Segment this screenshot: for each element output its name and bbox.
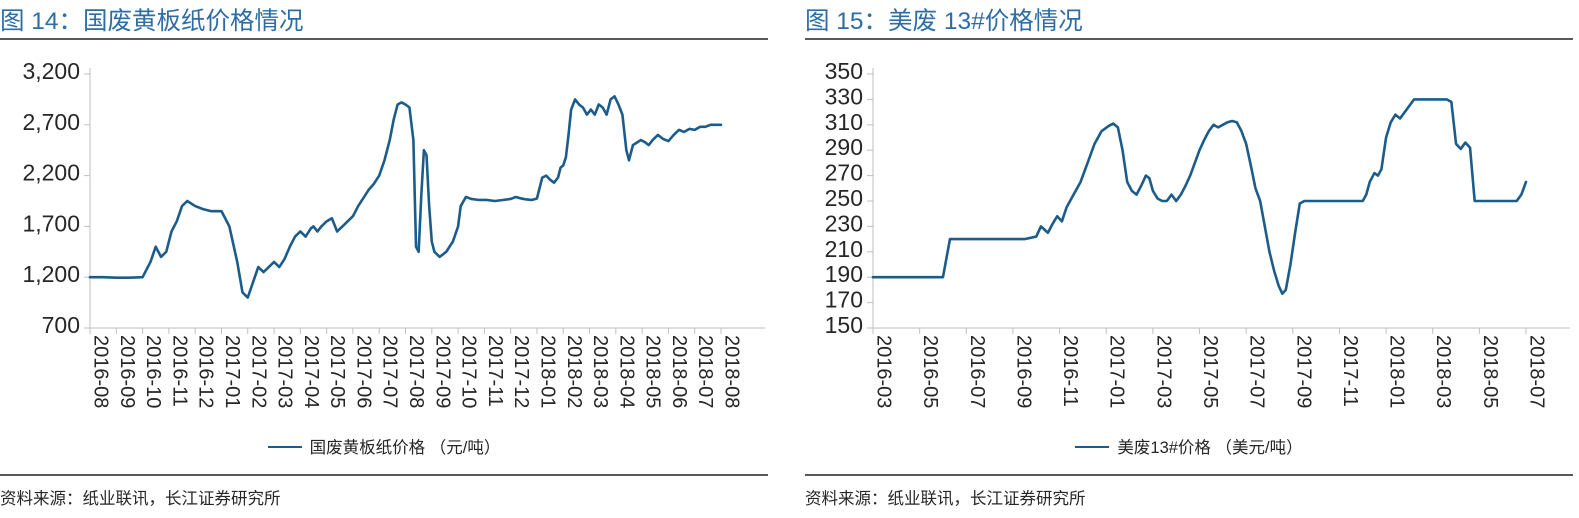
svg-text:2018-03: 2018-03 [1432,335,1454,408]
svg-text:2018-02: 2018-02 [563,335,585,408]
svg-text:210: 210 [825,236,863,262]
svg-text:2017-08: 2017-08 [405,335,427,408]
svg-text:2018-03: 2018-03 [589,335,611,408]
svg-text:2018-01: 2018-01 [1386,335,1408,408]
svg-text:270: 270 [825,160,863,186]
svg-text:190: 190 [825,261,863,287]
svg-text:2017-02: 2017-02 [247,335,269,408]
svg-text:2,700: 2,700 [22,109,80,135]
svg-text:310: 310 [825,109,863,135]
svg-text:2016-11: 2016-11 [168,335,190,407]
svg-text:250: 250 [825,185,863,211]
svg-text:2016-10: 2016-10 [142,335,164,408]
svg-text:350: 350 [825,58,863,84]
svg-text:2017-11: 2017-11 [1339,335,1361,407]
svg-text:330: 330 [825,83,863,109]
svg-text:2016-09: 2016-09 [1012,335,1034,408]
svg-text:2016-11: 2016-11 [1059,335,1081,407]
svg-text:2017-07: 2017-07 [379,335,401,408]
svg-text:2018-05: 2018-05 [642,335,664,408]
svg-text:2018-04: 2018-04 [615,335,637,408]
svg-text:2018-06: 2018-06 [668,335,690,408]
svg-text:2017-07: 2017-07 [1246,335,1268,408]
svg-text:2016-05: 2016-05 [919,335,941,408]
svg-text:2,200: 2,200 [22,160,80,186]
svg-text:290: 290 [825,134,863,160]
svg-text:2016-07: 2016-07 [966,335,988,408]
svg-text:2017-04: 2017-04 [300,335,322,408]
svg-text:2016-09: 2016-09 [116,335,138,408]
svg-text:700: 700 [42,312,80,338]
svg-text:2016-03: 2016-03 [873,335,895,408]
svg-text:2017-09: 2017-09 [1292,335,1314,408]
svg-text:2018-08: 2018-08 [721,335,743,408]
svg-text:2018-07: 2018-07 [694,335,716,408]
svg-text:2018-05: 2018-05 [1479,335,1501,408]
svg-text:2018-07: 2018-07 [1526,335,1548,408]
svg-text:2017-03: 2017-03 [274,335,296,408]
svg-text:2017-10: 2017-10 [458,335,480,408]
svg-text:1,200: 1,200 [22,261,80,287]
svg-text:2017-01: 2017-01 [1106,335,1128,408]
svg-text:2017-05: 2017-05 [1199,335,1221,408]
svg-text:2017-01: 2017-01 [221,335,243,408]
svg-text:1,700: 1,700 [22,210,80,236]
svg-text:230: 230 [825,210,863,236]
svg-text:2017-12: 2017-12 [510,335,532,408]
svg-text:2016-08: 2016-08 [90,335,112,408]
svg-text:2017-09: 2017-09 [431,335,453,408]
svg-text:150: 150 [825,312,863,338]
svg-text:2017-03: 2017-03 [1152,335,1174,408]
svg-text:3,200: 3,200 [22,58,80,84]
svg-text:2016-12: 2016-12 [195,335,217,408]
svg-text:2017-05: 2017-05 [326,335,348,408]
svg-text:2017-11: 2017-11 [484,335,506,407]
svg-text:2018-01: 2018-01 [536,335,558,408]
svg-text:170: 170 [825,287,863,313]
svg-text:2017-06: 2017-06 [352,335,374,408]
